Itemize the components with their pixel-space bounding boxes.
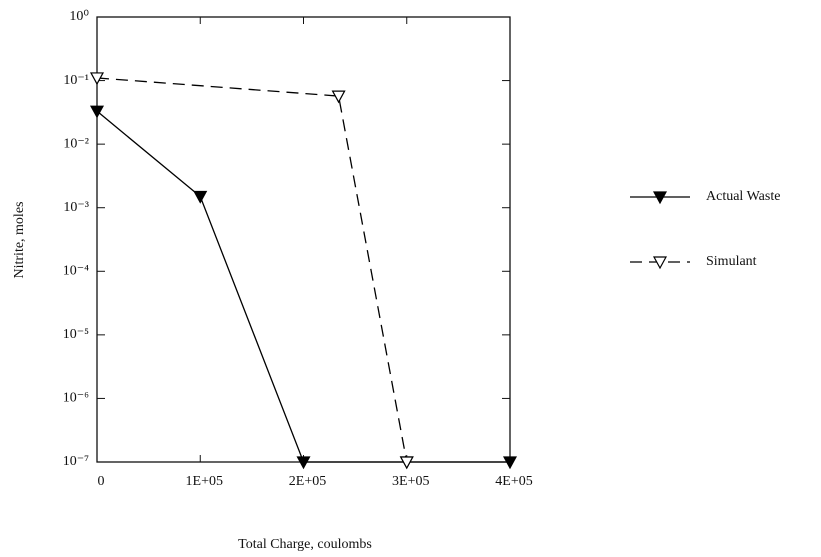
y-axis-label: Nitrite, moles bbox=[12, 202, 27, 279]
marker bbox=[502, 456, 518, 470]
y-tick-label: 10⁻² bbox=[63, 136, 89, 151]
y-tick-label: 10⁰ bbox=[69, 9, 89, 24]
legend-label: Actual Waste bbox=[706, 189, 780, 204]
marker bbox=[89, 105, 105, 119]
marker bbox=[296, 456, 311, 470]
y-tick-label: 10⁻⁷ bbox=[63, 454, 89, 469]
y-tick-label: 10⁻⁵ bbox=[63, 327, 89, 342]
plot-frame bbox=[96, 16, 511, 463]
y-tick-label: 10⁻⁶ bbox=[63, 391, 89, 406]
x-tick-label: 4E+05 bbox=[495, 474, 532, 489]
legend-marker bbox=[652, 256, 668, 270]
y-tick-label: 10⁻⁴ bbox=[63, 264, 89, 279]
marker bbox=[193, 190, 208, 204]
marker bbox=[89, 72, 105, 86]
x-tick-label: 2E+05 bbox=[289, 474, 326, 489]
x-axis-label: Total Charge, coulombs bbox=[238, 537, 372, 552]
x-tick-label: 0 bbox=[98, 474, 105, 489]
x-tick-label: 1E+05 bbox=[186, 474, 223, 489]
legend-marker bbox=[652, 191, 668, 205]
series-line bbox=[96, 77, 408, 463]
y-tick-label: 10⁻³ bbox=[63, 200, 89, 215]
series-line bbox=[96, 110, 510, 463]
legend-label: Simulant bbox=[706, 254, 757, 269]
y-tick-label: 10⁻¹ bbox=[63, 73, 89, 88]
x-tick-label: 3E+05 bbox=[392, 474, 429, 489]
marker bbox=[331, 90, 346, 104]
marker bbox=[399, 456, 414, 470]
